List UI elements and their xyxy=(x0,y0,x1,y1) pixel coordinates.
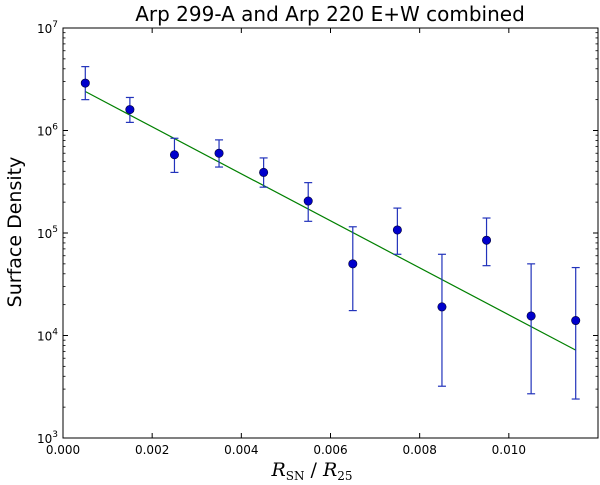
y-tick-base: 10 xyxy=(37,227,52,241)
x-axis-label: RSN / R25 xyxy=(270,459,352,483)
y-tick-base: 10 xyxy=(37,125,52,139)
x-label-r: R xyxy=(270,459,285,481)
x-tick-label: 0.004 xyxy=(224,443,258,457)
y-tick-exponent: 6 xyxy=(52,123,58,133)
x-tick-label: 0.008 xyxy=(402,443,436,457)
y-tick-label: 103 xyxy=(37,430,58,446)
y-tick-exponent: 3 xyxy=(52,430,58,440)
x-ticks: 0.000 0.002 0.004 0.006 0.008 0.010 xyxy=(46,28,526,457)
data-point xyxy=(125,105,135,115)
axes-frame xyxy=(62,27,599,439)
y-tick-label: 104 xyxy=(37,328,58,344)
data-point xyxy=(303,196,313,206)
fit-line xyxy=(85,90,576,351)
x-tick-label: 0.002 xyxy=(135,443,169,457)
data-point xyxy=(348,259,358,269)
y-tick-base: 10 xyxy=(37,330,52,344)
data-point xyxy=(259,167,269,177)
error-bars xyxy=(81,66,580,400)
y-tick-label: 106 xyxy=(37,123,58,139)
data-point xyxy=(169,150,179,160)
data-point xyxy=(571,316,581,326)
y-tick-exponent: 5 xyxy=(52,225,58,235)
y-tick-base: 10 xyxy=(37,22,52,36)
data-point xyxy=(80,78,90,88)
x-tick-label: 0.006 xyxy=(313,443,347,457)
data-point xyxy=(526,311,536,321)
x-label-sub-25: 25 xyxy=(337,469,352,483)
data-points xyxy=(80,78,581,326)
x-label-r2: R xyxy=(322,459,337,481)
plot-area: 0.000 0.002 0.004 0.006 0.008 0.0101031041051… xyxy=(37,20,599,457)
y-axis-label: Surface Density xyxy=(4,157,26,308)
data-point xyxy=(392,225,402,235)
y-tick-label: 107 xyxy=(37,20,58,36)
y-tick-base: 10 xyxy=(37,432,52,446)
y-tick-exponent: 7 xyxy=(52,20,58,30)
chart-title: Arp 299-A and Arp 220 E+W combined xyxy=(135,2,525,26)
x-label-sub-sn: SN xyxy=(286,469,305,483)
data-point xyxy=(482,235,492,245)
data-point xyxy=(437,302,447,312)
x-label-slash: / xyxy=(304,459,322,481)
x-tick-label: 0.000 xyxy=(46,443,80,457)
data-point xyxy=(214,148,224,158)
y-tick-exponent: 4 xyxy=(52,328,58,338)
y-tick-label: 105 xyxy=(37,225,58,241)
axes-background xyxy=(63,28,598,438)
x-tick-label: 0.010 xyxy=(492,443,526,457)
